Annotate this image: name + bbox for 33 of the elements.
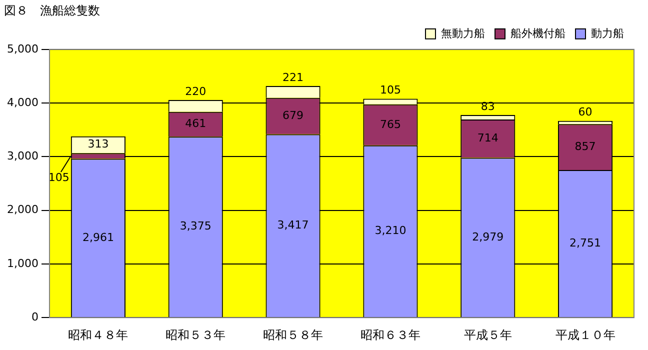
data-label: 60 — [578, 106, 592, 119]
data-label: 2,751 — [570, 236, 602, 250]
y-tick-label: 2,000 — [6, 203, 38, 216]
legend-label: 船外機付船 — [510, 26, 566, 40]
legend-label: 無動力船 — [441, 26, 485, 40]
x-tick-label: 平成５年 — [464, 328, 512, 342]
data-label: 857 — [574, 140, 596, 153]
data-label: 220 — [185, 84, 206, 98]
data-label: 221 — [282, 70, 304, 84]
data-label: 714 — [477, 132, 498, 145]
x-tick-label: 昭和５８年 — [263, 328, 324, 342]
chart-title: 図８ 漁船総隻数 — [4, 3, 100, 18]
y-tick-label: 0 — [31, 310, 38, 324]
data-label: 2,961 — [82, 230, 114, 244]
data-label: 105 — [380, 84, 401, 97]
data-label: 461 — [185, 117, 206, 130]
x-tick-label: 平成１０年 — [555, 328, 616, 342]
data-label: 3,375 — [180, 220, 212, 233]
data-label: 3,417 — [277, 218, 309, 232]
x-tick-label: 昭和５３年 — [166, 328, 226, 342]
y-tick-label: 3,000 — [6, 150, 38, 163]
data-label: 3,210 — [374, 224, 406, 238]
x-tick-label: 昭和４８年 — [68, 328, 128, 342]
y-tick-label: 5,000 — [6, 42, 38, 56]
data-label: 105 — [48, 170, 70, 184]
x-tick-label: 昭和６３年 — [360, 328, 420, 342]
legend-label: 動力船 — [591, 26, 624, 40]
data-label: 313 — [88, 138, 109, 151]
data-label: 679 — [282, 108, 304, 122]
data-label: 2,979 — [472, 230, 504, 244]
data-label: 765 — [380, 118, 401, 131]
y-tick-label: 1,000 — [6, 256, 38, 270]
y-tick-label: 4,000 — [6, 96, 38, 109]
